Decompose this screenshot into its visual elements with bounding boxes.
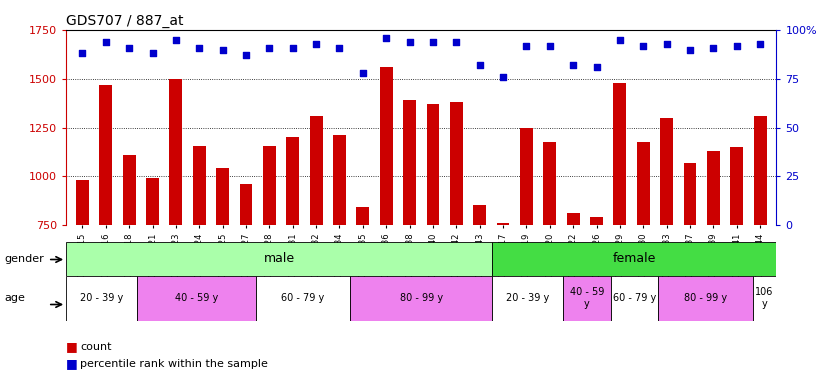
Point [403, 39, 416, 45]
Point [380, 35, 393, 41]
Text: 80 - 99 y: 80 - 99 y [684, 293, 727, 303]
Bar [287, 137, 299, 225]
Text: 106
y: 106 y [756, 287, 774, 309]
Bar [255, 276, 350, 321]
Point [544, 43, 557, 49]
Point [310, 40, 323, 46]
Bar [492, 242, 776, 276]
Bar [684, 163, 696, 225]
Point [122, 45, 135, 51]
Bar [520, 128, 533, 225]
Text: percentile rank within the sample: percentile rank within the sample [80, 359, 268, 369]
Text: ■: ■ [66, 357, 78, 370]
Bar [263, 146, 276, 225]
Point [192, 45, 206, 51]
Text: GDS707 / 887_at: GDS707 / 887_at [66, 13, 183, 28]
Text: age: age [4, 293, 25, 303]
Text: gender: gender [4, 254, 44, 264]
Point [473, 62, 487, 68]
Bar [99, 85, 112, 225]
Bar [333, 135, 346, 225]
Bar [496, 223, 510, 225]
Text: female: female [613, 252, 656, 265]
Text: 80 - 99 y: 80 - 99 y [400, 293, 443, 303]
Point [496, 74, 510, 80]
Bar [66, 242, 492, 276]
Bar [590, 217, 603, 225]
Bar [66, 276, 137, 321]
Bar [614, 82, 626, 225]
Point [263, 45, 276, 51]
Bar [753, 116, 767, 225]
Bar [658, 276, 752, 321]
Point [76, 50, 89, 56]
Text: 20 - 39 y: 20 - 39 y [506, 293, 549, 303]
Text: count: count [80, 342, 112, 352]
Point [613, 37, 626, 43]
Point [660, 40, 673, 46]
Point [520, 43, 533, 49]
Bar [544, 142, 556, 225]
Bar [473, 204, 487, 225]
Text: 40 - 59
y: 40 - 59 y [570, 287, 604, 309]
Bar [137, 276, 255, 321]
Point [99, 39, 112, 45]
Point [333, 45, 346, 51]
Point [426, 39, 439, 45]
Bar [380, 67, 392, 225]
Bar [492, 276, 563, 321]
Bar [752, 276, 776, 321]
Bar [450, 102, 463, 225]
Bar [730, 147, 743, 225]
Text: 20 - 39 y: 20 - 39 y [80, 293, 123, 303]
Text: 60 - 79 y: 60 - 79 y [613, 293, 656, 303]
Text: ■: ■ [66, 340, 78, 353]
Point [637, 43, 650, 49]
Bar [146, 178, 159, 225]
Point [146, 50, 159, 56]
Bar [660, 118, 673, 225]
Bar [610, 276, 658, 321]
Bar [192, 146, 206, 225]
Bar [216, 168, 229, 225]
Bar [637, 142, 650, 225]
Point [169, 37, 183, 43]
Point [707, 45, 720, 51]
Point [286, 45, 299, 51]
Bar [567, 213, 580, 225]
Point [216, 46, 230, 53]
Bar [76, 180, 89, 225]
Bar [169, 79, 183, 225]
Point [449, 39, 463, 45]
Bar [707, 151, 719, 225]
Point [753, 40, 767, 46]
Point [590, 64, 603, 70]
Point [730, 43, 743, 49]
Point [683, 46, 696, 53]
Point [567, 62, 580, 68]
Text: male: male [263, 252, 295, 265]
Bar [123, 155, 135, 225]
Bar [240, 184, 253, 225]
Bar [426, 104, 439, 225]
Bar [350, 276, 492, 321]
Bar [356, 207, 369, 225]
Point [240, 53, 253, 58]
Bar [403, 100, 416, 225]
Bar [310, 116, 322, 225]
Point [356, 70, 369, 76]
Text: 40 - 59 y: 40 - 59 y [174, 293, 218, 303]
Bar [563, 276, 610, 321]
Text: 60 - 79 y: 60 - 79 y [281, 293, 325, 303]
